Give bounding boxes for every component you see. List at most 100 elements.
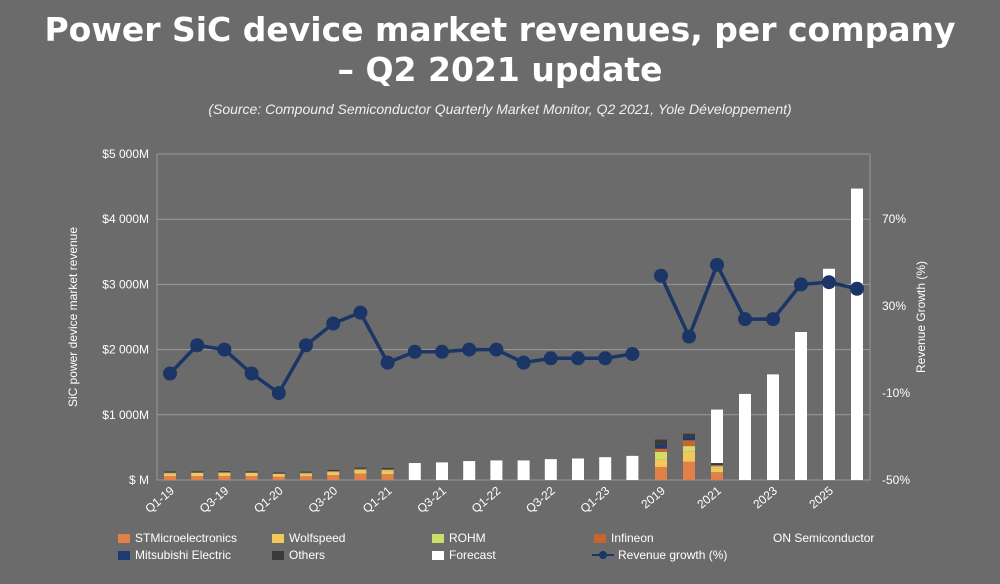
bar-segment bbox=[739, 393, 751, 480]
growth-point bbox=[271, 386, 286, 401]
bar-segment bbox=[711, 472, 723, 480]
bar-segment bbox=[851, 188, 863, 480]
bar-segment bbox=[191, 476, 204, 480]
bar-segment bbox=[245, 472, 258, 473]
growth-point bbox=[710, 257, 724, 272]
quarterly-growth-line bbox=[168, 310, 633, 395]
bar-segment bbox=[683, 433, 695, 437]
growth-lines bbox=[163, 257, 864, 401]
growth-point bbox=[462, 342, 477, 357]
bar-segment bbox=[683, 451, 695, 462]
bar-segment bbox=[767, 374, 779, 480]
bar-segment bbox=[711, 463, 723, 465]
growth-point bbox=[163, 366, 177, 381]
bar-segment bbox=[823, 268, 835, 480]
bar-series bbox=[164, 188, 863, 480]
growth-point bbox=[217, 342, 232, 357]
y2-axis-label: Revenue Growth (%) bbox=[914, 261, 928, 373]
x-tick-label: Q3-20 bbox=[306, 483, 341, 515]
bar-segment bbox=[408, 463, 421, 480]
bar-segment bbox=[218, 473, 231, 476]
bar-segment bbox=[683, 461, 695, 480]
bar-segment bbox=[191, 474, 204, 477]
bar-segment bbox=[327, 472, 340, 476]
y-tick-label: $4 000M bbox=[102, 212, 149, 226]
bar-segment bbox=[164, 473, 176, 475]
bar-segment bbox=[683, 436, 695, 441]
bar-segment bbox=[354, 469, 367, 471]
chart-title: Power SiC device market revenues, per co… bbox=[0, 10, 1000, 90]
bar-segment bbox=[655, 439, 667, 445]
growth-point bbox=[516, 355, 531, 370]
bar-segment bbox=[711, 468, 723, 473]
bar-segment bbox=[599, 457, 612, 480]
bar-segment bbox=[626, 455, 639, 480]
bar-segment bbox=[272, 472, 285, 474]
y-tick-label: $ M bbox=[129, 473, 149, 487]
growth-point bbox=[654, 268, 668, 283]
bar-segment bbox=[381, 471, 394, 475]
x-tick-label: Q3-19 bbox=[197, 483, 232, 515]
bar-segment bbox=[381, 467, 394, 469]
bar-segment bbox=[300, 474, 312, 477]
bar-segment bbox=[711, 464, 723, 466]
growth-point bbox=[489, 342, 504, 357]
bar-segment bbox=[191, 471, 204, 473]
x-tick-label: 2023 bbox=[750, 483, 780, 511]
bar-segment bbox=[272, 472, 285, 474]
bar-segment bbox=[272, 474, 285, 475]
bar-segment bbox=[218, 471, 231, 472]
bar-segment bbox=[683, 446, 695, 452]
bar-segment bbox=[272, 473, 285, 475]
bar-segment bbox=[300, 472, 312, 474]
bar-segment bbox=[711, 409, 723, 464]
bar-segment bbox=[381, 470, 394, 472]
bar-segment bbox=[164, 474, 176, 477]
bar-segment bbox=[711, 465, 723, 467]
growth-point bbox=[353, 305, 368, 320]
x-tick-label: Q1-19 bbox=[142, 483, 177, 515]
y-tick-label: $2 000M bbox=[102, 343, 149, 357]
x-tick-label: 2021 bbox=[694, 483, 724, 511]
bar-segment bbox=[381, 469, 394, 471]
growth-point bbox=[822, 275, 836, 290]
bar-segment bbox=[191, 471, 204, 472]
y2-tick-label: -10% bbox=[882, 386, 910, 400]
bar-segment bbox=[245, 472, 258, 475]
plot-frame bbox=[156, 153, 871, 481]
bar-segment bbox=[381, 474, 394, 480]
y-tick-label: $3 000M bbox=[102, 277, 149, 291]
bar-segment bbox=[354, 467, 367, 469]
growth-point bbox=[244, 366, 259, 381]
y2-tick-label: 30% bbox=[882, 299, 906, 313]
growth-point bbox=[299, 338, 313, 353]
bar-segment bbox=[354, 470, 367, 474]
growth-point bbox=[794, 277, 808, 292]
bar-segment bbox=[327, 471, 340, 473]
growth-point bbox=[598, 351, 613, 366]
bar-segment bbox=[164, 476, 176, 480]
bar-segment bbox=[218, 472, 231, 473]
growth-point bbox=[850, 281, 864, 296]
bar-segment bbox=[436, 462, 448, 480]
bar-segment bbox=[218, 472, 231, 474]
growth-point bbox=[738, 312, 752, 327]
bar-segment bbox=[164, 472, 176, 474]
bar-segment bbox=[191, 472, 204, 475]
x-tick-label: Q1-22 bbox=[469, 483, 504, 515]
bar-segment bbox=[490, 460, 503, 480]
x-tick-label: Q1-21 bbox=[360, 483, 395, 515]
bar-segment bbox=[655, 448, 667, 452]
bar-segment bbox=[218, 471, 231, 473]
growth-point bbox=[543, 351, 558, 366]
bar-segment bbox=[191, 472, 204, 473]
bar-segment bbox=[354, 468, 367, 470]
y2-tick-label: -50% bbox=[882, 473, 910, 487]
bar-segment bbox=[354, 468, 367, 469]
bar-segment bbox=[354, 473, 367, 480]
y-tick-label: $5 000M bbox=[102, 147, 149, 161]
bar-segment bbox=[327, 471, 340, 472]
bar-segment bbox=[164, 471, 176, 473]
bar-segment bbox=[327, 469, 340, 471]
